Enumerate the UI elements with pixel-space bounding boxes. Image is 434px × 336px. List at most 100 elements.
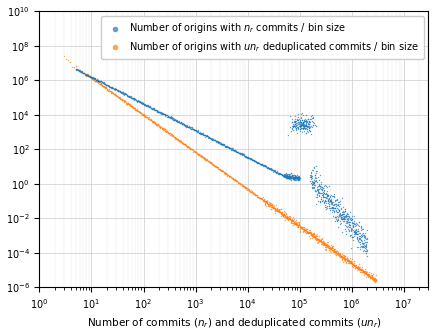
- Number of origins with $n_r$ commits / bin size: [348, 228, 355, 233]
- Number of origins with $un_r$ deduplicated commits / bin size: [118, 96, 125, 101]
- Number of origins with $n_r$ commits / bin size: [192, 128, 199, 133]
- Number of origins with $un_r$ deduplicated commits / bin size: [304, 229, 311, 235]
- Number of origins with $un_r$ deduplicated commits / bin size: [289, 220, 296, 226]
- Number of origins with $un_r$ deduplicated commits / bin size: [349, 256, 356, 261]
- Number of origins with $un_r$ deduplicated commits / bin size: [300, 228, 307, 233]
- Number of origins with $n_r$ commits / bin size: [183, 124, 190, 129]
- Number of origins with $n_r$ commits / bin size: [293, 126, 300, 132]
- Number of origins with $n_r$ commits / bin size: [327, 195, 334, 200]
- Number of origins with $un_r$ deduplicated commits / bin size: [87, 74, 94, 80]
- Number of origins with $n_r$ commits / bin size: [84, 72, 91, 77]
- Number of origins with $n_r$ commits / bin size: [290, 174, 297, 180]
- Number of origins with $un_r$ deduplicated commits / bin size: [179, 140, 186, 145]
- Number of origins with $n_r$ commits / bin size: [206, 135, 213, 141]
- Number of origins with $n_r$ commits / bin size: [278, 172, 285, 177]
- Number of origins with $un_r$ deduplicated commits / bin size: [345, 258, 352, 264]
- Number of origins with $un_r$ deduplicated commits / bin size: [312, 232, 319, 238]
- Number of origins with $n_r$ commits / bin size: [134, 99, 141, 104]
- Number of origins with $n_r$ commits / bin size: [89, 75, 95, 81]
- Number of origins with $un_r$ deduplicated commits / bin size: [352, 263, 359, 269]
- Number of origins with $un_r$ deduplicated commits / bin size: [138, 111, 145, 116]
- Number of origins with $n_r$ commits / bin size: [301, 120, 308, 125]
- Number of origins with $n_r$ commits / bin size: [138, 100, 145, 106]
- Number of origins with $n_r$ commits / bin size: [155, 109, 162, 115]
- Number of origins with $un_r$ deduplicated commits / bin size: [224, 172, 231, 178]
- Number of origins with $un_r$ deduplicated commits / bin size: [359, 267, 366, 272]
- Number of origins with $n_r$ commits / bin size: [175, 119, 182, 124]
- Number of origins with $n_r$ commits / bin size: [224, 144, 231, 150]
- Number of origins with $un_r$ deduplicated commits / bin size: [298, 225, 305, 230]
- Number of origins with $un_r$ deduplicated commits / bin size: [349, 262, 356, 267]
- Number of origins with $n_r$ commits / bin size: [339, 217, 346, 222]
- Number of origins with $n_r$ commits / bin size: [127, 94, 134, 100]
- Number of origins with $un_r$ deduplicated commits / bin size: [212, 163, 219, 169]
- Number of origins with $n_r$ commits / bin size: [212, 138, 219, 143]
- Number of origins with $n_r$ commits / bin size: [356, 234, 363, 239]
- Number of origins with $un_r$ deduplicated commits / bin size: [104, 86, 111, 92]
- Number of origins with $un_r$ deduplicated commits / bin size: [339, 253, 345, 259]
- Number of origins with $n_r$ commits / bin size: [253, 159, 260, 165]
- Number of origins with $n_r$ commits / bin size: [293, 118, 299, 124]
- Number of origins with $n_r$ commits / bin size: [94, 77, 101, 82]
- Number of origins with $n_r$ commits / bin size: [234, 150, 241, 155]
- Number of origins with $n_r$ commits / bin size: [301, 119, 308, 124]
- Number of origins with $un_r$ deduplicated commits / bin size: [115, 94, 122, 100]
- Number of origins with $un_r$ deduplicated commits / bin size: [300, 226, 307, 232]
- Number of origins with $n_r$ commits / bin size: [331, 192, 338, 197]
- Number of origins with $n_r$ commits / bin size: [362, 234, 368, 239]
- Number of origins with $un_r$ deduplicated commits / bin size: [227, 173, 233, 178]
- Number of origins with $n_r$ commits / bin size: [353, 230, 360, 236]
- Number of origins with $n_r$ commits / bin size: [170, 117, 177, 122]
- Number of origins with $un_r$ deduplicated commits / bin size: [96, 81, 103, 87]
- Number of origins with $un_r$ deduplicated commits / bin size: [365, 274, 372, 279]
- Number of origins with $un_r$ deduplicated commits / bin size: [313, 236, 320, 241]
- Number of origins with $n_r$ commits / bin size: [297, 123, 304, 129]
- Number of origins with $n_r$ commits / bin size: [295, 127, 302, 132]
- Number of origins with $un_r$ deduplicated commits / bin size: [338, 254, 345, 259]
- Number of origins with $n_r$ commits / bin size: [316, 178, 322, 183]
- Number of origins with $n_r$ commits / bin size: [360, 241, 367, 246]
- Number of origins with $n_r$ commits / bin size: [331, 208, 338, 214]
- Number of origins with $un_r$ deduplicated commits / bin size: [358, 268, 365, 273]
- Number of origins with $un_r$ deduplicated commits / bin size: [146, 117, 153, 123]
- Number of origins with $n_r$ commits / bin size: [151, 107, 158, 113]
- Number of origins with $un_r$ deduplicated commits / bin size: [317, 239, 324, 244]
- Number of origins with $un_r$ deduplicated commits / bin size: [327, 245, 334, 250]
- Number of origins with $un_r$ deduplicated commits / bin size: [204, 159, 211, 164]
- Number of origins with $n_r$ commits / bin size: [293, 176, 300, 181]
- Number of origins with $un_r$ deduplicated commits / bin size: [148, 117, 155, 123]
- Number of origins with $un_r$ deduplicated commits / bin size: [309, 232, 316, 238]
- Number of origins with $n_r$ commits / bin size: [220, 141, 227, 146]
- Number of origins with $n_r$ commits / bin size: [296, 120, 303, 125]
- Number of origins with $n_r$ commits / bin size: [287, 174, 294, 180]
- Number of origins with $n_r$ commits / bin size: [86, 73, 93, 79]
- Number of origins with $n_r$ commits / bin size: [218, 141, 225, 147]
- Number of origins with $un_r$ deduplicated commits / bin size: [182, 142, 189, 148]
- Number of origins with $un_r$ deduplicated commits / bin size: [301, 227, 308, 233]
- Number of origins with $n_r$ commits / bin size: [291, 116, 298, 122]
- Number of origins with $n_r$ commits / bin size: [142, 102, 149, 108]
- Number of origins with $un_r$ deduplicated commits / bin size: [222, 170, 229, 175]
- Number of origins with $un_r$ deduplicated commits / bin size: [211, 163, 218, 168]
- Number of origins with $n_r$ commits / bin size: [166, 114, 173, 120]
- Number of origins with $un_r$ deduplicated commits / bin size: [365, 272, 372, 278]
- Number of origins with $n_r$ commits / bin size: [279, 173, 286, 179]
- Number of origins with $un_r$ deduplicated commits / bin size: [307, 232, 314, 237]
- Number of origins with $un_r$ deduplicated commits / bin size: [248, 188, 255, 194]
- Number of origins with $n_r$ commits / bin size: [145, 103, 152, 109]
- Number of origins with $un_r$ deduplicated commits / bin size: [336, 252, 343, 258]
- Number of origins with $un_r$ deduplicated commits / bin size: [310, 233, 317, 239]
- Number of origins with $n_r$ commits / bin size: [269, 168, 276, 173]
- Number of origins with $un_r$ deduplicated commits / bin size: [174, 136, 181, 142]
- Number of origins with $n_r$ commits / bin size: [247, 156, 253, 161]
- Number of origins with $un_r$ deduplicated commits / bin size: [199, 155, 206, 160]
- Number of origins with $n_r$ commits / bin size: [192, 128, 199, 133]
- Number of origins with $un_r$ deduplicated commits / bin size: [107, 88, 114, 94]
- Number of origins with $n_r$ commits / bin size: [201, 132, 207, 137]
- Number of origins with $n_r$ commits / bin size: [320, 199, 327, 205]
- Number of origins with $n_r$ commits / bin size: [128, 95, 135, 101]
- Number of origins with $un_r$ deduplicated commits / bin size: [287, 214, 294, 219]
- Number of origins with $un_r$ deduplicated commits / bin size: [351, 263, 358, 268]
- Number of origins with $n_r$ commits / bin size: [211, 138, 218, 143]
- Number of origins with $n_r$ commits / bin size: [361, 233, 368, 238]
